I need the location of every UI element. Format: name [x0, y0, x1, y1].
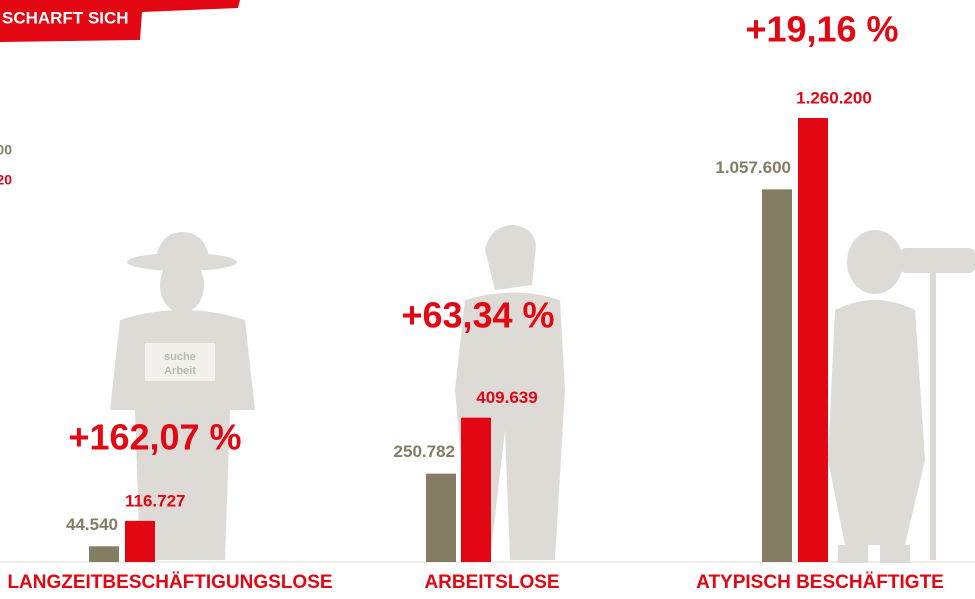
percent-annotation: +63,34 % [401, 295, 554, 336]
bar [762, 189, 792, 563]
bar [798, 118, 828, 562]
bar [125, 520, 155, 562]
chart-title: SCHARFT SICH [2, 8, 129, 27]
sign-text: Arbeit [164, 365, 196, 377]
category-label: ATYPISCH BESCHÄFTIGTE [696, 572, 944, 593]
value-label: 250.782 [394, 442, 455, 461]
legend-label: 00 [0, 142, 12, 158]
category-label: ARBEITSLOSE [424, 572, 559, 593]
bar [426, 473, 456, 562]
percent-annotation: +162,07 % [68, 417, 241, 458]
bar [461, 417, 491, 562]
sign-text: suche [164, 351, 196, 363]
title-banner [0, 0, 240, 42]
legend-label: 20 [0, 172, 12, 188]
category-label: LANGZEITBESCHÄFTIGUNGSLOSE [7, 572, 332, 593]
value-label: 116.727 [125, 491, 186, 510]
value-label: 409.639 [476, 388, 537, 407]
value-label: 44.540 [66, 515, 118, 534]
illustration-atypical [828, 230, 975, 563]
illustration-longterm [110, 232, 255, 560]
value-label: 1.260.200 [796, 88, 872, 107]
bar [89, 546, 119, 562]
value-label: 1.057.600 [715, 158, 791, 177]
percent-annotation: +19,16 % [745, 9, 898, 50]
